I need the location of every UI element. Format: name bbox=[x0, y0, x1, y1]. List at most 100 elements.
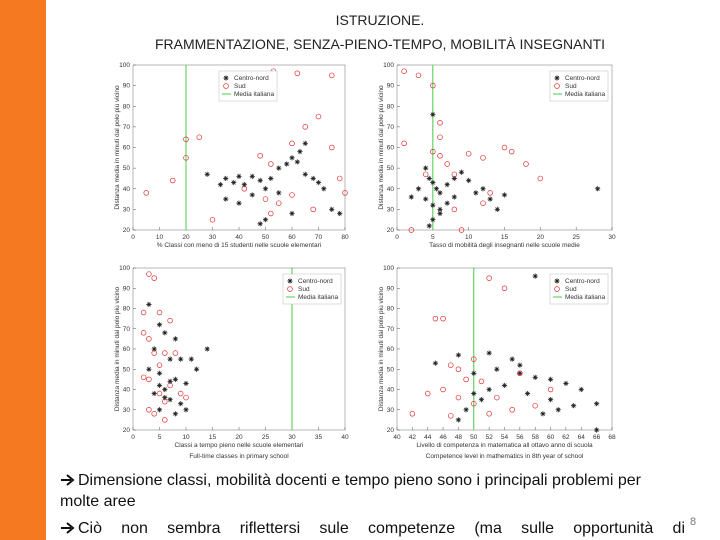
x-tick-label: 60 bbox=[288, 234, 296, 241]
point bbox=[426, 175, 432, 182]
legend-label: Centro-nord bbox=[565, 75, 600, 82]
point bbox=[466, 177, 472, 184]
point bbox=[146, 336, 152, 342]
legend-label: Sud bbox=[234, 83, 246, 90]
x-axis-label: % Classi con meno di 15 studenti nelle s… bbox=[157, 242, 321, 249]
point bbox=[241, 186, 248, 192]
point bbox=[415, 72, 422, 79]
point bbox=[310, 206, 316, 213]
point bbox=[501, 144, 508, 151]
legend-label: Media italiana bbox=[565, 294, 605, 301]
point bbox=[532, 402, 538, 409]
point bbox=[401, 68, 407, 74]
y-tick-label: 100 bbox=[119, 62, 130, 69]
point bbox=[268, 161, 274, 167]
point bbox=[162, 417, 168, 423]
point bbox=[156, 362, 163, 368]
point bbox=[262, 196, 269, 202]
point bbox=[342, 190, 348, 196]
point bbox=[444, 161, 450, 167]
point bbox=[167, 356, 173, 362]
x-tick-label: 44 bbox=[424, 434, 432, 441]
point bbox=[146, 366, 152, 372]
point bbox=[183, 380, 189, 387]
point bbox=[432, 360, 438, 366]
point bbox=[415, 186, 422, 192]
point bbox=[167, 382, 173, 389]
y-tick-label: 20 bbox=[387, 427, 395, 434]
y-axis-label: Distanza media in minuti dal polo più vi… bbox=[114, 85, 121, 210]
legend-marker bbox=[223, 83, 229, 89]
x-tick-label: 10 bbox=[182, 434, 190, 441]
point bbox=[463, 376, 469, 383]
point bbox=[437, 153, 443, 159]
point bbox=[151, 346, 157, 352]
point bbox=[172, 336, 178, 342]
point bbox=[532, 374, 538, 380]
point bbox=[486, 275, 492, 281]
point bbox=[204, 346, 210, 352]
point bbox=[236, 200, 242, 206]
x-tick-label: 68 bbox=[608, 434, 616, 441]
bullet-text: Dimensione classi, mobilità docenti e te… bbox=[60, 472, 641, 510]
bullet: Dimensione classi, mobilità docenti e te… bbox=[60, 470, 680, 512]
point bbox=[217, 182, 224, 188]
x-axis-label: Classi a tempo pieno nelle scuole elemen… bbox=[175, 442, 304, 449]
x-tick-label: 10 bbox=[465, 234, 473, 241]
point bbox=[177, 390, 184, 397]
point bbox=[262, 217, 269, 223]
x-tick-label: 80 bbox=[341, 234, 349, 241]
x-tick-label: 35 bbox=[315, 434, 323, 441]
point bbox=[540, 411, 546, 417]
point bbox=[432, 315, 439, 322]
x-tick-label: 58 bbox=[532, 434, 540, 441]
point bbox=[555, 407, 561, 413]
legend-label: Sud bbox=[298, 286, 310, 293]
point bbox=[455, 352, 462, 358]
legend-label: Sud bbox=[565, 83, 577, 90]
point bbox=[178, 401, 184, 407]
arrow-icon bbox=[61, 522, 75, 534]
point bbox=[156, 390, 163, 397]
x-tick-label: 25 bbox=[573, 234, 581, 241]
legend-label: Centro-nord bbox=[234, 75, 269, 82]
point bbox=[249, 192, 255, 198]
point bbox=[315, 179, 322, 186]
point bbox=[183, 155, 189, 161]
y-tick-label: 30 bbox=[387, 206, 395, 213]
point bbox=[262, 186, 269, 192]
point bbox=[486, 411, 492, 417]
point bbox=[172, 350, 179, 356]
x-tick-label: 66 bbox=[593, 434, 601, 441]
point bbox=[294, 159, 300, 165]
legend-marker bbox=[287, 286, 293, 292]
point bbox=[156, 309, 163, 316]
point bbox=[294, 70, 301, 76]
point bbox=[146, 301, 152, 308]
x-tick-label: 54 bbox=[501, 434, 509, 441]
point bbox=[547, 397, 554, 403]
point bbox=[547, 386, 554, 393]
point bbox=[146, 376, 152, 383]
x-tick-label: 0 bbox=[131, 434, 135, 441]
point bbox=[223, 196, 229, 202]
point bbox=[151, 390, 157, 397]
point bbox=[487, 190, 493, 196]
point bbox=[140, 309, 147, 316]
point bbox=[471, 356, 477, 362]
point bbox=[509, 356, 515, 362]
point bbox=[276, 200, 282, 206]
point bbox=[594, 427, 600, 433]
point bbox=[451, 206, 458, 213]
point bbox=[204, 171, 210, 177]
y-tick-label: 70 bbox=[123, 326, 131, 333]
point bbox=[140, 374, 147, 381]
point bbox=[517, 362, 523, 368]
point bbox=[437, 210, 443, 217]
point bbox=[547, 376, 554, 382]
point bbox=[289, 210, 295, 217]
x-tick-label: 48 bbox=[455, 434, 463, 441]
point bbox=[458, 227, 465, 233]
point bbox=[146, 271, 152, 277]
point bbox=[257, 153, 263, 159]
